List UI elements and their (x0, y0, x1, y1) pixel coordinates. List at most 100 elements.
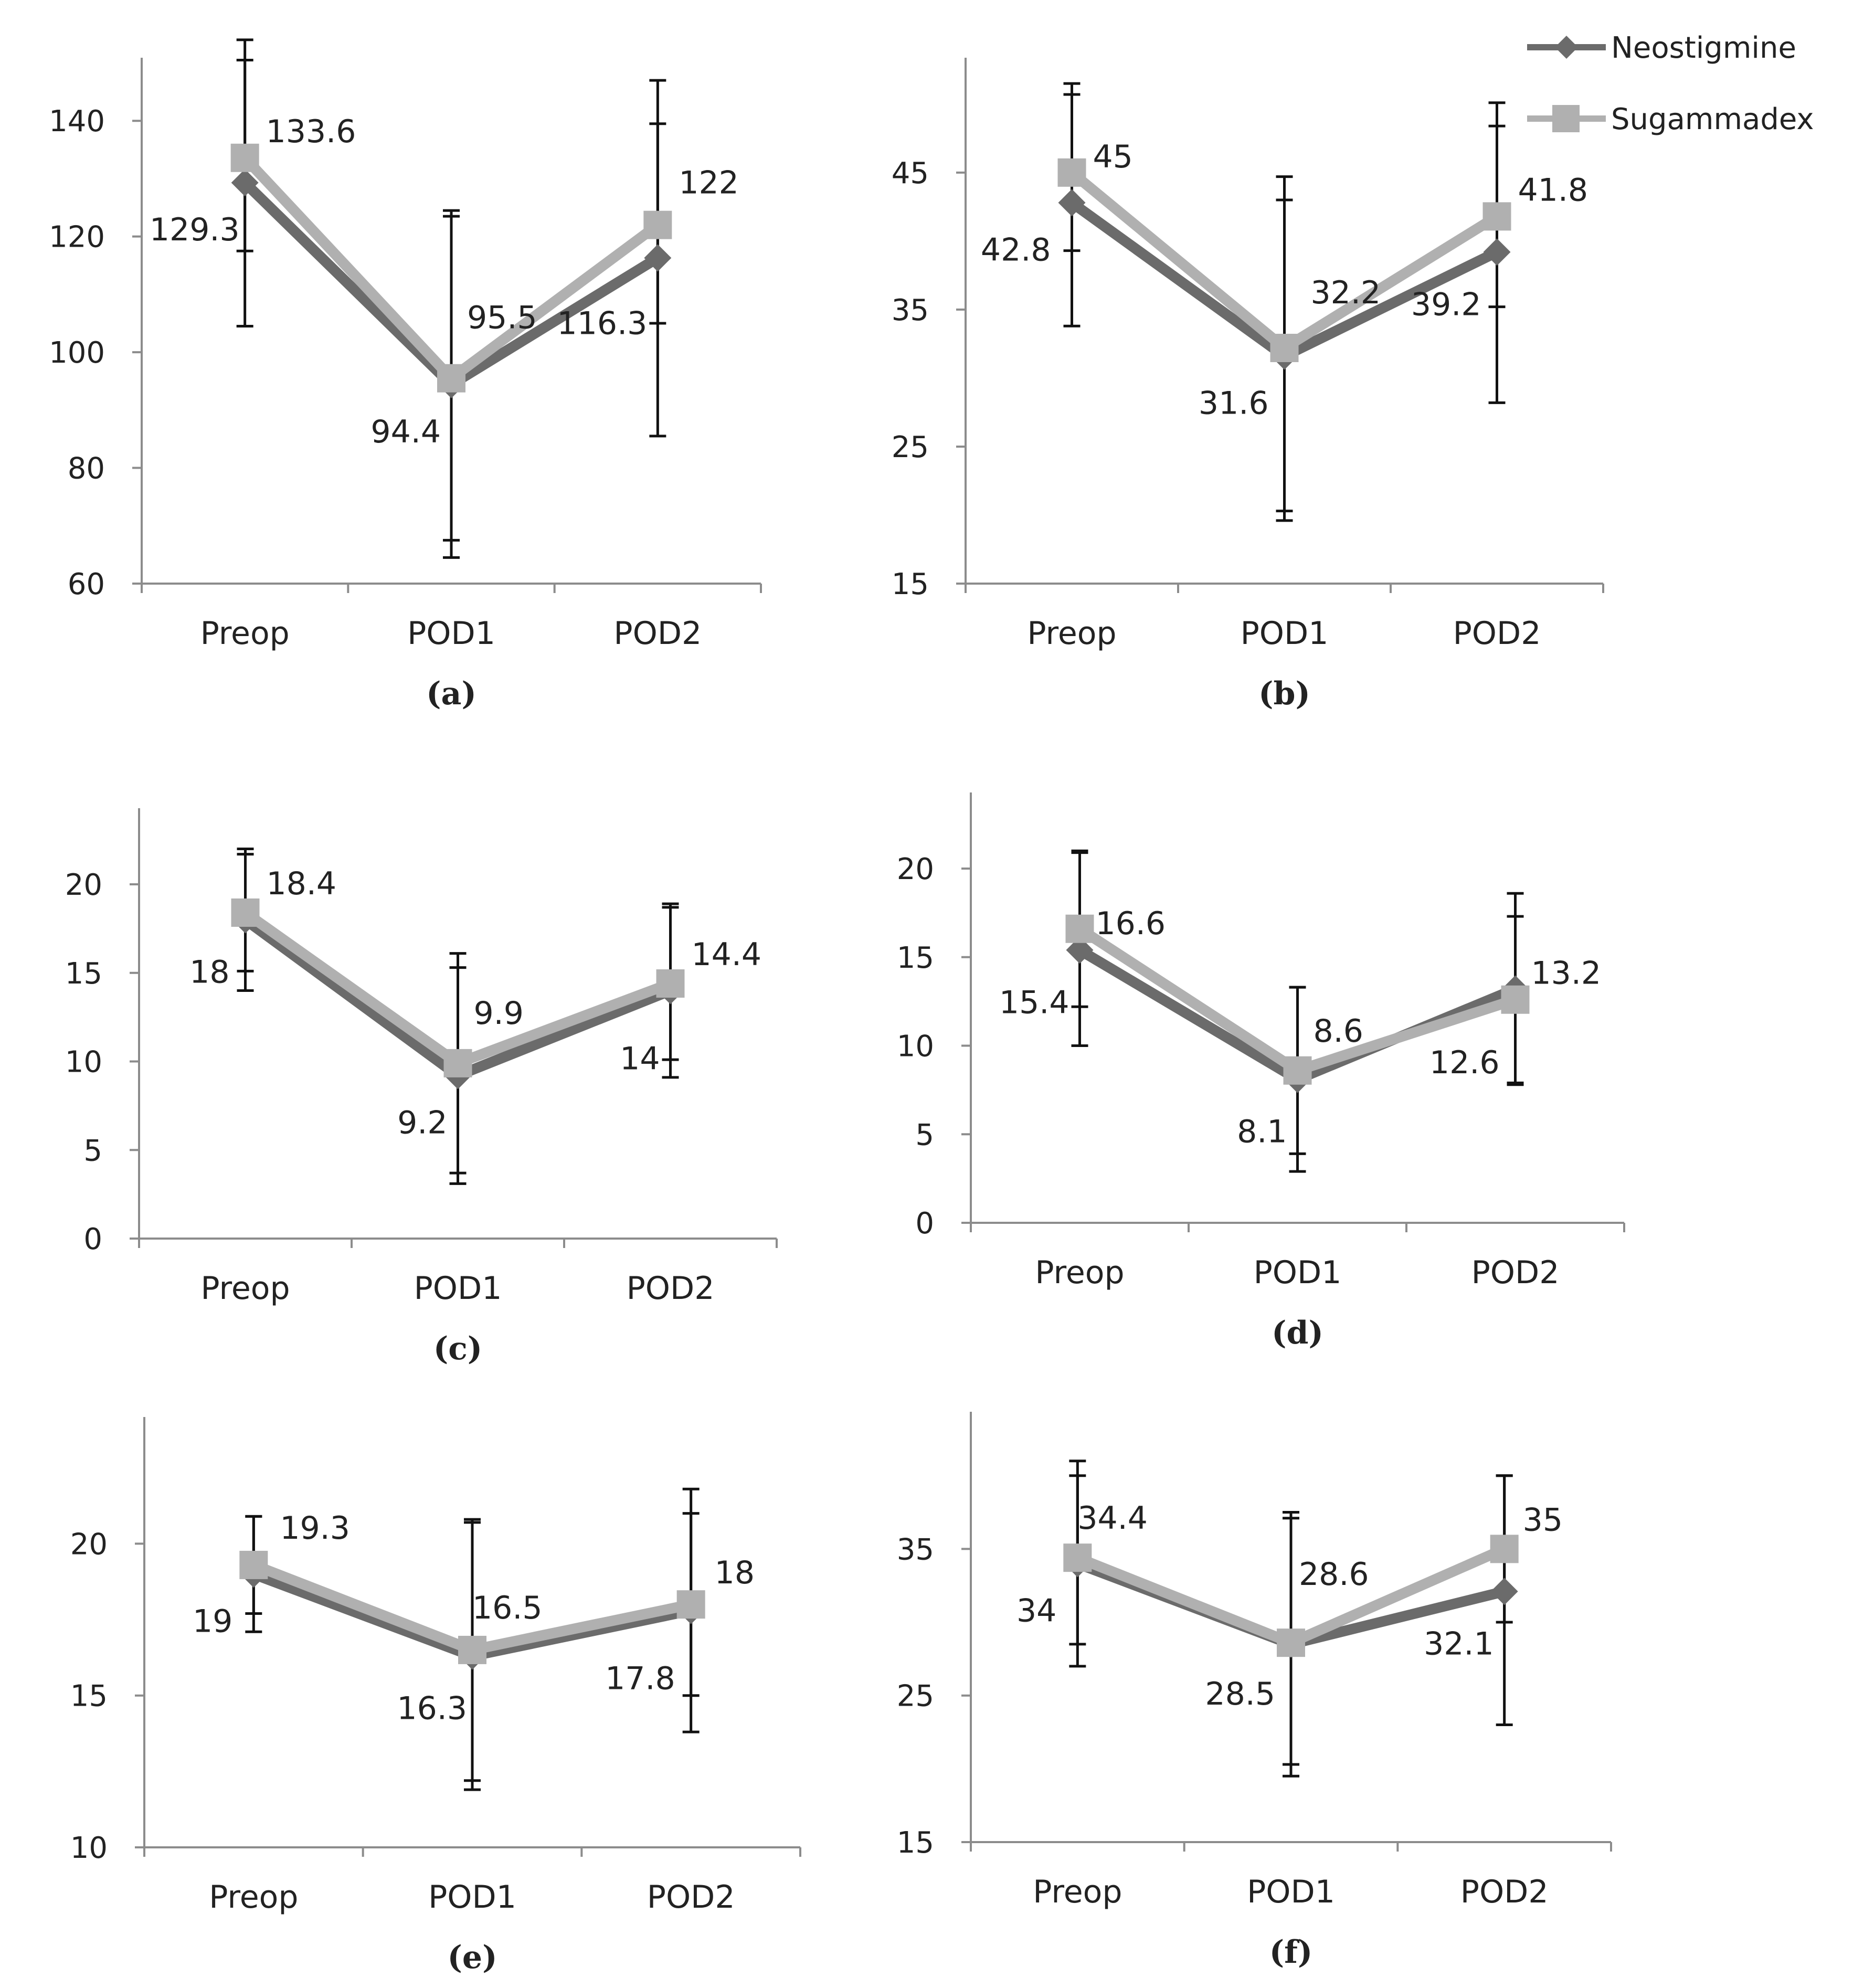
y-tick-label: 10 (897, 1030, 934, 1064)
legend-square-marker (1552, 105, 1580, 132)
data-point-sugammadex (1283, 1056, 1312, 1085)
y-tick-label: 10 (70, 1831, 108, 1865)
x-category-label: POD2 (1460, 1874, 1549, 1910)
x-category-label: Preop (1035, 1254, 1124, 1291)
data-label: 129.3 (150, 212, 240, 248)
panel-caption: (e) (448, 1939, 497, 1976)
x-category-label: Preop (209, 1879, 298, 1916)
panel-caption: (c) (433, 1330, 482, 1367)
data-label: 15.4 (999, 984, 1069, 1021)
chart-panel-e: 10 15 20 Preop POD1 POD2 (e) 19 16.3 17.8 19.3 16.5… (70, 1417, 801, 1976)
error-bar (649, 79, 666, 325)
x-category-label: POD1 (1247, 1874, 1335, 1910)
x-category-label: POD2 (627, 1270, 715, 1307)
data-label: 9.9 (474, 995, 524, 1032)
data-point-sugammadex (1277, 1629, 1305, 1657)
x-category-label: POD2 (1453, 615, 1541, 652)
data-label: 19.3 (280, 1510, 350, 1547)
data-label: 13.2 (1531, 955, 1602, 992)
y-tick-label: 20 (897, 852, 934, 886)
data-point-sugammadex (1063, 1543, 1092, 1572)
data-label: 95.5 (467, 300, 537, 336)
y-tick-label: 60 (68, 567, 105, 601)
data-label: 18 (715, 1555, 755, 1591)
data-point-sugammadex (1065, 914, 1094, 943)
data-point-sugammadex (1057, 158, 1086, 187)
data-label: 9.2 (397, 1105, 447, 1141)
y-tick-label: 140 (49, 104, 105, 139)
data-point-sugammadex (437, 364, 465, 393)
data-point-sugammadex (1490, 1535, 1519, 1563)
chart-panel-a: 60 80 100 120 140 Preop POD1 POD2 (a) 129.3 94.4 11… (49, 38, 762, 712)
data-label: 39.2 (1411, 286, 1481, 323)
legend-item-neostigmine: Neostigmine (1527, 31, 1796, 65)
data-point-sugammadex (676, 1590, 705, 1619)
y-tick-label: 0 (83, 1222, 102, 1256)
data-label: 16.3 (397, 1690, 467, 1727)
data-label: 8.6 (1314, 1013, 1363, 1050)
data-label: 16.6 (1096, 905, 1166, 942)
data-label: 18 (189, 954, 229, 991)
panel-caption: (d) (1272, 1315, 1323, 1351)
data-point-neostigmine (1066, 936, 1094, 964)
data-point-sugammadex (230, 143, 259, 172)
y-tick-label: 15 (65, 957, 102, 991)
data-point-sugammadex (239, 1550, 268, 1579)
x-category-label: POD2 (613, 615, 702, 652)
data-label: 42.8 (981, 231, 1051, 268)
x-category-label: POD1 (407, 615, 495, 652)
x-category-label: POD1 (414, 1270, 502, 1307)
data-label: 116.3 (557, 305, 648, 342)
data-label: 18.4 (267, 865, 337, 902)
data-point-neostigmine (1490, 1578, 1518, 1605)
x-category-label: POD2 (647, 1879, 735, 1916)
x-category-label: POD2 (1471, 1254, 1560, 1291)
chart-panel-c: 0 5 10 15 20 Preop POD1 POD2 (c) 18 9.2 14 18.4 9.9 14… (65, 808, 778, 1367)
data-point-neostigmine (231, 169, 259, 197)
data-point-sugammadex (1482, 202, 1511, 231)
x-category-label: Preop (200, 615, 290, 652)
data-label: 45 (1093, 139, 1133, 175)
panel-caption: (a) (426, 675, 476, 712)
data-label: 31.6 (1199, 385, 1269, 422)
chart-panel-d: 0 5 10 15 20 Preop POD1 POD2 (d) 15.4 8.1 13.2 16.6 8… (897, 792, 1625, 1351)
legend: Neostigmine Sugammadex (1527, 31, 1814, 136)
data-label: 28.6 (1299, 1556, 1369, 1593)
data-label: 34.4 (1077, 1500, 1148, 1537)
data-point-neostigmine (644, 244, 672, 272)
y-tick-label: 15 (70, 1679, 108, 1714)
legend-diamond-marker (1555, 36, 1578, 59)
y-tick-label: 100 (49, 336, 105, 370)
y-tick-label: 25 (892, 430, 929, 464)
legend-label: Sugammadex (1611, 102, 1814, 136)
y-tick-label: 120 (49, 220, 105, 255)
data-label: 133.6 (266, 113, 356, 150)
panel-caption: (f) (1269, 1934, 1313, 1971)
y-tick-label: 15 (897, 941, 934, 975)
data-point-neostigmine (1058, 189, 1086, 217)
x-category-label: Preop (1033, 1874, 1122, 1910)
data-label: 32.2 (1311, 274, 1381, 311)
y-tick-label: 20 (70, 1527, 108, 1561)
legend-item-sugammadex: Sugammadex (1527, 102, 1814, 136)
data-point-sugammadex (443, 1049, 472, 1077)
y-tick-label: 35 (892, 293, 929, 327)
y-tick-label: 0 (915, 1207, 934, 1241)
chart-panel-f: 15 25 35 Preop POD1 POD2 (f) 34 28.5 32.1 34.4 28.6… (897, 1412, 1612, 1971)
data-label: 16.5 (472, 1590, 543, 1626)
panel-caption: (b) (1258, 675, 1310, 712)
data-label: 35 (1523, 1501, 1563, 1538)
data-label: 41.8 (1518, 172, 1588, 208)
y-tick-label: 15 (897, 1826, 934, 1860)
data-label: 12.6 (1429, 1044, 1500, 1081)
data-point-sugammadex (458, 1635, 486, 1664)
y-tick-label: 15 (892, 567, 929, 601)
data-point-sugammadex (1501, 985, 1530, 1014)
x-category-label: POD1 (1241, 615, 1329, 652)
data-label: 14 (620, 1041, 660, 1077)
data-label: 34 (1016, 1592, 1056, 1629)
x-category-label: POD1 (428, 1879, 516, 1916)
data-point-sugammadex (231, 898, 260, 927)
y-tick-label: 80 (68, 452, 105, 486)
